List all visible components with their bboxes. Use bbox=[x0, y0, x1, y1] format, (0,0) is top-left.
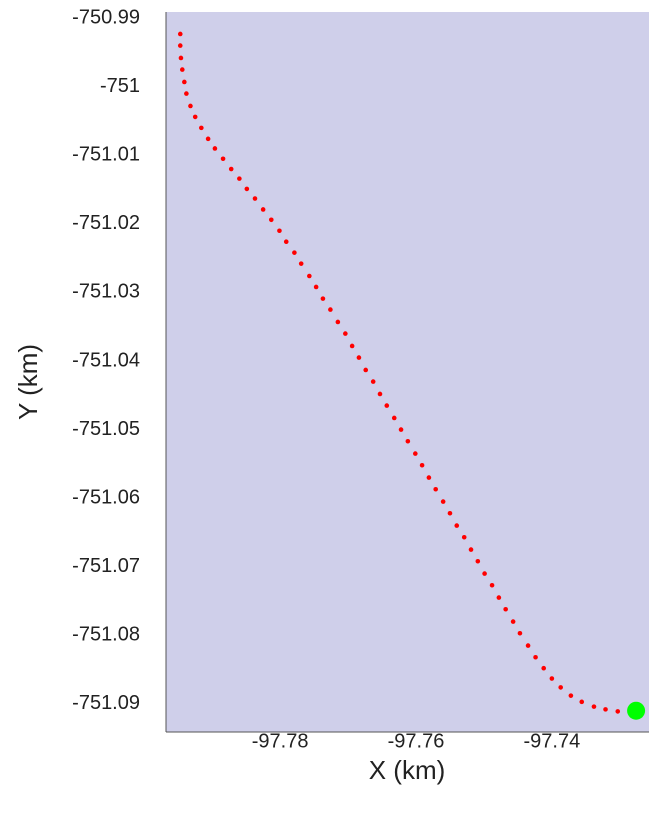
track-point bbox=[199, 125, 204, 131]
track-point bbox=[328, 307, 333, 312]
track-point bbox=[292, 250, 297, 255]
track-point bbox=[283, 239, 289, 245]
track-point bbox=[370, 379, 376, 384]
track-point bbox=[384, 403, 390, 408]
track-point bbox=[377, 391, 383, 397]
track-point bbox=[489, 582, 495, 588]
track-point bbox=[433, 486, 438, 492]
track-point bbox=[468, 547, 474, 552]
track-point bbox=[549, 676, 555, 681]
y-tick-label: -750.99 bbox=[72, 6, 140, 28]
y-tick-label: -751.02 bbox=[72, 212, 140, 234]
track-point bbox=[517, 630, 523, 636]
track-point bbox=[475, 558, 481, 564]
track-point bbox=[356, 355, 362, 360]
track-point bbox=[525, 643, 531, 648]
y-tick-label: -751 bbox=[100, 75, 140, 97]
track-point bbox=[313, 284, 319, 290]
track-point bbox=[277, 228, 282, 234]
track-point bbox=[178, 55, 184, 61]
x-tick-label: -97.78 bbox=[252, 730, 309, 752]
track-point bbox=[188, 103, 193, 109]
track-point bbox=[244, 186, 250, 192]
track-point bbox=[419, 462, 425, 468]
track-point bbox=[343, 331, 348, 336]
y-tick-label: -751.03 bbox=[72, 281, 140, 303]
y-tick-label: -751.05 bbox=[72, 418, 140, 440]
track-point bbox=[405, 438, 411, 444]
y-tick-label: -751.04 bbox=[72, 349, 140, 371]
x-axis-title: X (km) bbox=[369, 755, 446, 785]
track-point bbox=[533, 654, 538, 660]
plot-area bbox=[166, 12, 649, 732]
track-point bbox=[541, 665, 547, 671]
track-point bbox=[398, 427, 404, 432]
track-point bbox=[440, 499, 446, 504]
track-point bbox=[268, 217, 274, 223]
track-point bbox=[349, 343, 355, 349]
track-point bbox=[184, 91, 189, 96]
track-point bbox=[454, 523, 460, 528]
track-point bbox=[568, 693, 574, 698]
track-point bbox=[205, 136, 211, 142]
y-tick-label: -751.08 bbox=[72, 624, 140, 646]
track-point bbox=[307, 273, 312, 279]
y-tick-label: -751.07 bbox=[72, 555, 140, 577]
track-point bbox=[391, 415, 397, 421]
track-point bbox=[320, 296, 326, 301]
track-point bbox=[228, 166, 234, 172]
track-point bbox=[510, 619, 516, 624]
track-point bbox=[298, 261, 304, 266]
track-point bbox=[447, 510, 453, 516]
y-tick-label: -751.06 bbox=[72, 486, 140, 508]
track-point bbox=[177, 43, 183, 48]
track-point bbox=[482, 571, 487, 576]
x-tick-label: -97.76 bbox=[388, 730, 445, 752]
track-point bbox=[461, 534, 467, 540]
track-point bbox=[237, 176, 242, 181]
track-point bbox=[212, 146, 218, 151]
track-point bbox=[615, 709, 621, 714]
track-point bbox=[335, 319, 341, 325]
track-point bbox=[603, 707, 608, 712]
track-point bbox=[413, 451, 418, 456]
y-axis-title: Y (km) bbox=[13, 344, 43, 420]
track-point bbox=[182, 79, 187, 85]
track-point bbox=[252, 196, 258, 201]
y-tick-label: -751.01 bbox=[72, 144, 140, 166]
track-point bbox=[579, 699, 585, 705]
track-point bbox=[558, 685, 563, 690]
track-point bbox=[220, 156, 226, 162]
track-point bbox=[180, 67, 185, 72]
x-tick-label: -97.74 bbox=[523, 730, 580, 752]
track-point bbox=[591, 704, 597, 709]
track-point bbox=[192, 114, 198, 120]
track-point bbox=[496, 595, 502, 600]
track-point bbox=[177, 31, 183, 37]
track-point bbox=[260, 207, 266, 212]
end-marker bbox=[627, 701, 646, 720]
track-point bbox=[426, 475, 432, 480]
track-point bbox=[503, 606, 508, 612]
y-tick-label: -751.09 bbox=[72, 692, 140, 714]
track-point bbox=[363, 367, 369, 373]
